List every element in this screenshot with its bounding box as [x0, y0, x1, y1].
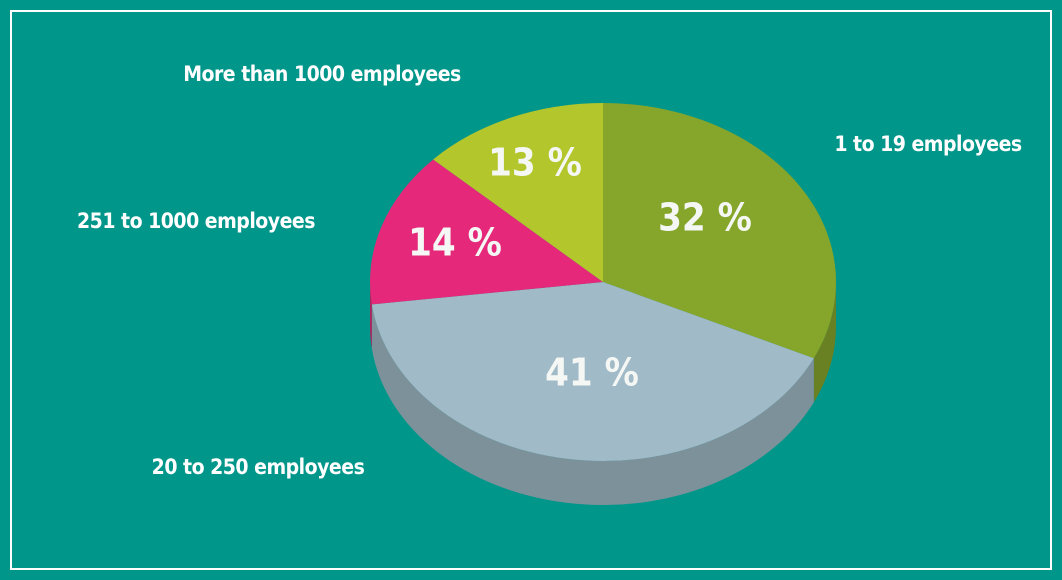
value-label: 32 % — [658, 196, 752, 240]
slice — [603, 103, 836, 359]
slice — [433, 103, 603, 282]
slice-side — [370, 282, 372, 349]
category-label: More than 1000 employees — [183, 62, 461, 86]
category-label: 251 to 1000 employees — [77, 209, 315, 233]
value-label: 41 % — [545, 351, 639, 395]
slice-side — [813, 282, 836, 403]
slice — [370, 159, 603, 305]
value-label: 13 % — [488, 141, 582, 185]
slice-side — [371, 304, 814, 506]
value-label: 14 % — [408, 221, 502, 265]
category-label: 1 to 19 employees — [834, 132, 1022, 156]
slice — [371, 282, 814, 462]
category-label: 20 to 250 employees — [152, 455, 365, 479]
frame — [10, 10, 1052, 570]
